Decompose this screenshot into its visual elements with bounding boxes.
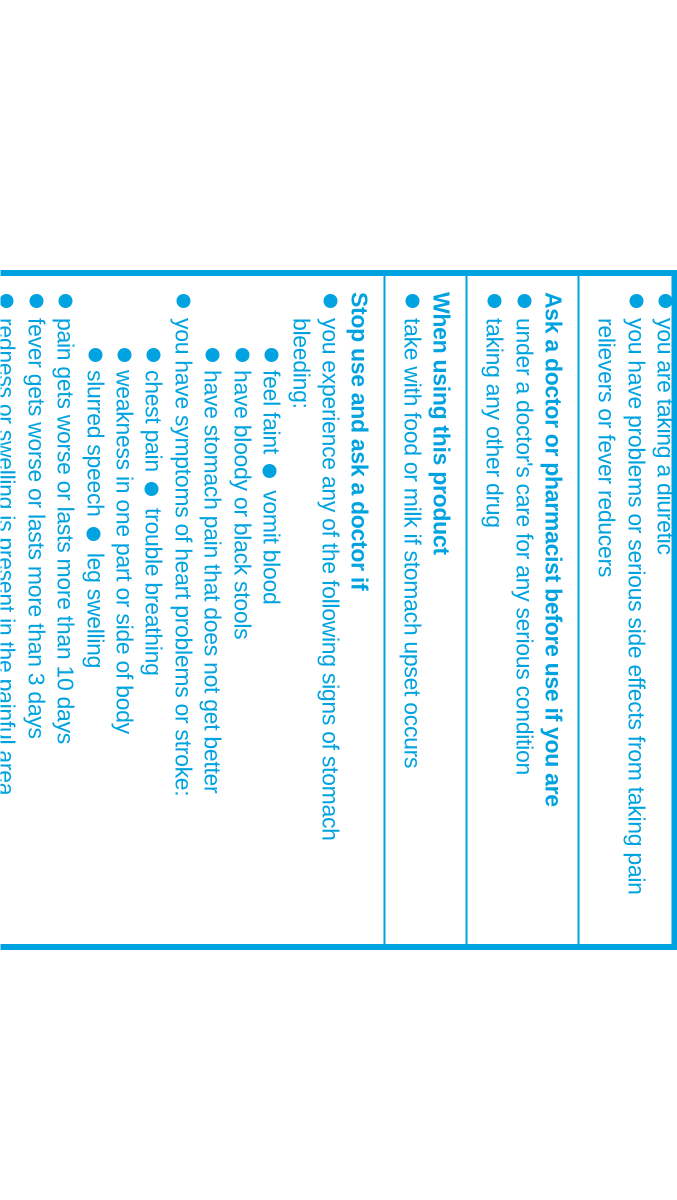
sub-part: slurred speech <box>82 370 108 517</box>
sub-bullet-list: chest pain trouble breathing weakness in… <box>79 318 167 934</box>
sub-part: leg swelling <box>82 553 108 668</box>
sub-bullet-item: slurred speech leg swelling <box>79 318 108 934</box>
sub-bullet-item: feel faint vomit blood <box>256 318 285 934</box>
sub-bullet-item: have stomach pain that does not get bett… <box>197 318 226 934</box>
section-divider <box>383 276 385 944</box>
section-top-cut: you are taking a diuretic you have probl… <box>581 292 677 944</box>
sub-part: feel faint <box>258 370 284 454</box>
bullet-item: you experience any of the following sign… <box>197 292 344 934</box>
bullet-list: you experience any of the following sign… <box>0 292 344 934</box>
bullet-item: pain gets worse or lasts more than 10 da… <box>50 292 79 934</box>
drug-facts-panel: you are taking a diuretic you have probl… <box>0 270 677 950</box>
sub-bullet-item: chest pain trouble breathing <box>138 318 167 934</box>
sub-part: chest pain <box>141 370 167 472</box>
bullet-item: you have problems or serious side effect… <box>591 292 650 934</box>
section-heading: When using this product <box>426 292 455 934</box>
sub-part: vomit blood <box>258 490 284 604</box>
bullet-list: under a doctor's care for any serious co… <box>479 292 538 934</box>
rotated-container: you are taking a diuretic you have probl… <box>0 0 677 1200</box>
sub-bullet-item: have bloody or black stools <box>226 318 255 934</box>
bullet-item: take with food or milk if stomach upset … <box>397 292 426 934</box>
inline-bullet-icon <box>145 482 159 496</box>
section-when-using: When using this product take with food o… <box>387 292 463 944</box>
bullet-list: take with food or milk if stomach upset … <box>397 292 426 934</box>
bullet-item: you have symptoms of heart problems or s… <box>79 292 197 934</box>
section-ask-doctor-pharmacist: Ask a doctor or pharmacist before use if… <box>469 292 575 944</box>
section-heading: Stop use and ask a doctor if <box>344 292 373 934</box>
viewport: you are taking a diuretic you have probl… <box>0 0 677 1200</box>
section-divider <box>465 276 467 944</box>
bullet-item: taking any other drug <box>479 292 508 934</box>
bullet-item: you are taking a diuretic <box>650 292 677 934</box>
bullet-item: redness or swelling is present in the pa… <box>0 292 20 934</box>
sub-bullet-list: feel faint vomit blood have bloody or bl… <box>197 318 285 934</box>
section-divider <box>577 276 579 944</box>
inline-bullet-icon <box>86 527 100 541</box>
section-heading: Ask a doctor or pharmacist before use if… <box>538 292 567 934</box>
inline-bullet-icon <box>262 464 276 478</box>
sub-part: trouble breathing <box>141 508 167 676</box>
section-stop-use: Stop use and ask a doctor if you experie… <box>0 292 381 944</box>
bullet-text: you have symptoms of heart problems or s… <box>170 318 196 796</box>
bullet-item: under a doctor's care for any serious co… <box>509 292 538 934</box>
bullet-item: fever gets worse or lasts more than 3 da… <box>20 292 49 934</box>
sub-bullet-item: weakness in one part or side of body <box>109 318 138 934</box>
bullet-text: you experience any of the following sign… <box>288 318 343 841</box>
